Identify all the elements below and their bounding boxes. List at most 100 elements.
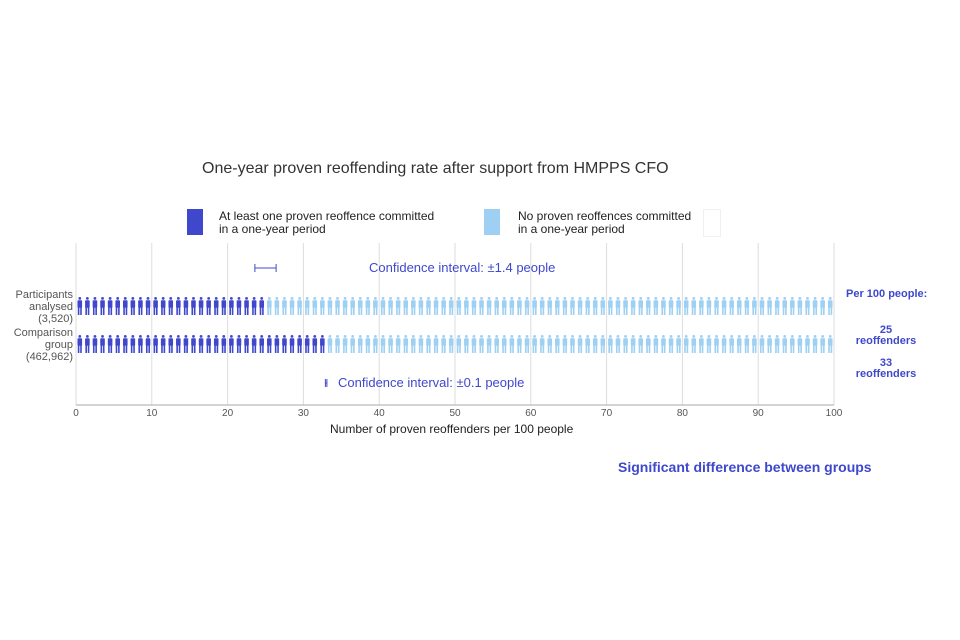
person-icon (122, 297, 128, 315)
x-tick-label: 0 (73, 408, 79, 419)
person-icon (418, 297, 424, 315)
person-icon (388, 335, 393, 353)
person-icon (297, 335, 302, 353)
side-header: Per 100 people: (846, 289, 927, 300)
significance-note: Significant difference between groups (618, 459, 872, 475)
legend-label-reoffend-line1: At least one proven reoffence committed (219, 209, 435, 223)
person-icon (282, 335, 287, 353)
person-icon (797, 297, 803, 315)
person-icon (517, 335, 522, 353)
row-label-participants-line1: Participants (15, 289, 73, 301)
person-icon (138, 297, 143, 315)
person-icon (100, 335, 105, 353)
person-icon (592, 297, 598, 315)
person-icon (782, 335, 788, 353)
ci-label-participants: Confidence interval: ±1.4 people (369, 260, 556, 275)
person-icon (221, 335, 227, 353)
row-label-participants-line3: (3,520) (38, 313, 73, 325)
person-icon (289, 335, 295, 353)
person-icon (790, 335, 795, 353)
person-icon (206, 297, 211, 315)
person-icon (608, 335, 613, 353)
person-icon (145, 297, 151, 315)
person-icon (691, 335, 697, 353)
person-icon (357, 335, 363, 353)
person-icon (198, 335, 204, 353)
x-tick-label: 50 (449, 408, 461, 419)
x-tick-label: 20 (222, 408, 234, 419)
side-header-text: Per 100 people: (846, 288, 928, 300)
person-icon (297, 297, 302, 315)
person-icon (380, 335, 386, 353)
person-icon (827, 297, 833, 315)
person-icon (176, 335, 181, 353)
person-icon (77, 335, 83, 353)
legend-label-no-reoffend-line1: No proven reoffences committed (518, 209, 692, 223)
person-icon (289, 297, 295, 315)
person-icon (411, 335, 416, 353)
person-icon (259, 335, 265, 353)
person-icon (85, 335, 90, 353)
person-icon (539, 335, 545, 353)
person-icon (213, 297, 219, 315)
person-icon (494, 297, 499, 315)
person-icon (365, 335, 371, 353)
x-tick-label: 80 (677, 408, 689, 419)
person-icon (357, 297, 363, 315)
person-icon (92, 297, 98, 315)
row-label-participants: Participants analysed (3,520) (16, 289, 73, 325)
person-icon (335, 297, 340, 315)
person-icon (206, 335, 211, 353)
legend-label-no-reoffend-line2: in a one-year period (518, 222, 625, 236)
person-icon (805, 335, 810, 353)
person-icon (373, 335, 378, 353)
person-icon (615, 297, 621, 315)
x-tick-label: 100 (826, 408, 843, 419)
person-icon (752, 297, 757, 315)
person-icon (373, 297, 378, 315)
person-icon (827, 335, 833, 353)
person-icon (130, 297, 136, 315)
row-label-comparison-line1: Comparison (13, 327, 73, 339)
person-icon (517, 297, 522, 315)
person-icon (153, 297, 158, 315)
person-icon (198, 297, 204, 315)
person-icon (752, 335, 757, 353)
person-icon (403, 335, 409, 353)
person-icon (160, 335, 166, 353)
person-icon (797, 335, 803, 353)
person-icon (600, 297, 606, 315)
legend-label-reoffend: At least one proven reoffence committed … (219, 210, 434, 236)
person-icon (790, 297, 795, 315)
person-icon (774, 297, 780, 315)
person-icon (479, 335, 484, 353)
confidence-interval-marker (254, 264, 277, 272)
person-icon (471, 297, 477, 315)
person-icon (736, 335, 742, 353)
person-icon (464, 297, 469, 315)
person-icon (744, 297, 750, 315)
x-tick-label: 60 (525, 408, 537, 419)
person-icon (585, 335, 590, 353)
person-icon (433, 335, 439, 353)
pictogram-row (77, 335, 833, 353)
person-icon (486, 335, 492, 353)
person-icon (138, 335, 143, 353)
person-icon (767, 335, 772, 353)
person-icon (77, 297, 83, 315)
side-label-participants-value: 25 (879, 324, 893, 336)
person-icon (441, 335, 446, 353)
person-icon (168, 335, 174, 353)
person-icon (683, 297, 689, 315)
person-icon (244, 335, 249, 353)
person-icon (721, 335, 727, 353)
x-tick-label: 90 (753, 408, 765, 419)
person-icon (160, 297, 166, 315)
person-icon (570, 297, 575, 315)
person-icon (236, 297, 242, 315)
x-tick-label: 40 (374, 408, 386, 419)
person-icon (107, 297, 113, 315)
person-icon (312, 335, 318, 353)
person-icon (653, 297, 659, 315)
confidence-interval-marker (324, 379, 328, 387)
